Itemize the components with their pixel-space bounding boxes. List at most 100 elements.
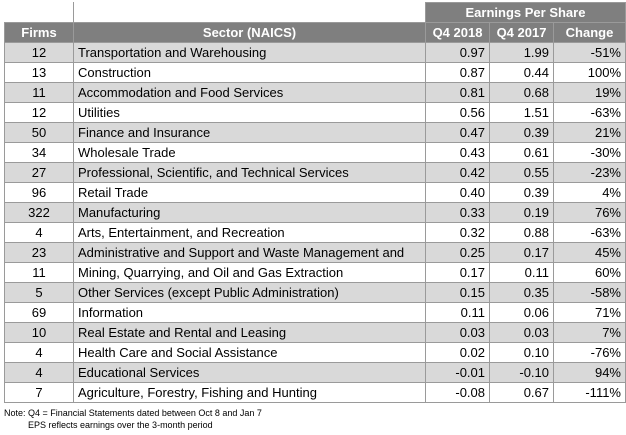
cell-change: -51% [553, 42, 626, 63]
cell-firms: 27 [4, 162, 74, 183]
cell-q4-2017: 1.99 [489, 42, 554, 63]
cell-change: 60% [553, 262, 626, 283]
cell-sector: Information [73, 302, 426, 323]
cell-sector: Transportation and Warehousing [73, 42, 426, 63]
table-row: 4 Health Care and Social Assistance 0.02 0.… [4, 342, 626, 363]
cell-firms: 4 [4, 222, 74, 243]
eps-table: Earnings Per Share Firms Sector (NAICS) … [4, 2, 626, 403]
table-row: 11 Mining, Quarrying, and Oil and Gas Ext… [4, 262, 626, 283]
cell-q4-2017: 0.06 [489, 302, 554, 323]
cell-firms: 10 [4, 322, 74, 343]
cell-firms: 7 [4, 382, 74, 403]
cell-sector: Manufacturing [73, 202, 426, 223]
cell-change: -63% [553, 222, 626, 243]
cell-firms: 96 [4, 182, 74, 203]
cell-q4-2017: 0.67 [489, 382, 554, 403]
cell-q4-2018: 0.43 [425, 142, 490, 163]
cell-firms: 13 [4, 62, 74, 83]
cell-q4-2017: 0.10 [489, 342, 554, 363]
eps-group-header: Earnings Per Share [425, 2, 626, 23]
cell-sector: Mining, Quarrying, and Oil and Gas Extra… [73, 262, 426, 283]
cell-q4-2018: 0.40 [425, 182, 490, 203]
cell-q4-2017: 0.39 [489, 122, 554, 143]
table-row: 69 Information 0.11 0.06 71% [4, 302, 626, 323]
cell-change: 19% [553, 82, 626, 103]
table-row: 7 Agriculture, Forestry, Fishing and Hunt… [4, 382, 626, 403]
cell-firms: 11 [4, 262, 74, 283]
cell-firms: 4 [4, 342, 74, 363]
cell-q4-2018: 0.33 [425, 202, 490, 223]
cell-sector: Educational Services [73, 362, 426, 383]
table-row: 11 Accommodation and Food Services 0.81 0.6… [4, 82, 626, 103]
cell-sector: Administrative and Support and Waste Man… [73, 242, 426, 263]
cell-q4-2018: 0.32 [425, 222, 490, 243]
table-notes: Note: Q4 = Financial Statements dated be… [4, 407, 262, 431]
cell-q4-2017: 1.51 [489, 102, 554, 123]
header-blank-cell [73, 2, 426, 23]
cell-firms: 11 [4, 82, 74, 103]
header-group-row: Earnings Per Share [4, 2, 626, 23]
cell-q4-2018: 0.25 [425, 242, 490, 263]
col-header-firms: Firms [4, 22, 74, 43]
cell-q4-2018: -0.08 [425, 382, 490, 403]
cell-sector: Wholesale Trade [73, 142, 426, 163]
cell-q4-2017: 0.55 [489, 162, 554, 183]
cell-change: 76% [553, 202, 626, 223]
cell-q4-2018: -0.01 [425, 362, 490, 383]
cell-sector: Health Care and Social Assistance [73, 342, 426, 363]
table-row: 12 Transportation and Warehousing 0.97 1.99… [4, 42, 626, 63]
cell-change: 4% [553, 182, 626, 203]
col-header-q4-2018: Q4 2018 [425, 22, 490, 43]
cell-change: 71% [553, 302, 626, 323]
cell-q4-2018: 0.97 [425, 42, 490, 63]
table-row: 34 Wholesale Trade 0.43 0.61 -30% [4, 142, 626, 163]
cell-sector: Retail Trade [73, 182, 426, 203]
table-row: 322 Manufacturing 0.33 0.19 76% [4, 202, 626, 223]
cell-sector: Agriculture, Forestry, Fishing and Hunti… [73, 382, 426, 403]
cell-firms: 34 [4, 142, 74, 163]
cell-firms: 12 [4, 102, 74, 123]
cell-sector: Utilities [73, 102, 426, 123]
table-row: 10 Real Estate and Rental and Leasing 0.03… [4, 322, 626, 343]
cell-change: 100% [553, 62, 626, 83]
cell-q4-2017: -0.10 [489, 362, 554, 383]
cell-q4-2017: 0.19 [489, 202, 554, 223]
cell-change: 21% [553, 122, 626, 143]
cell-q4-2018: 0.56 [425, 102, 490, 123]
cell-sector: Real Estate and Rental and Leasing [73, 322, 426, 343]
cell-sector: Professional, Scientific, and Technical … [73, 162, 426, 183]
cell-q4-2017: 0.61 [489, 142, 554, 163]
table-body: 12 Transportation and Warehousing 0.97 1.99… [4, 42, 626, 403]
cell-firms: 69 [4, 302, 74, 323]
note-line-1: Note: Q4 = Financial Statements dated be… [4, 408, 262, 418]
cell-q4-2018: 0.11 [425, 302, 490, 323]
cell-firms: 4 [4, 362, 74, 383]
table-row: 12 Utilities 0.56 1.51 -63% [4, 102, 626, 123]
cell-firms: 12 [4, 42, 74, 63]
cell-q4-2017: 0.44 [489, 62, 554, 83]
cell-q4-2017: 0.35 [489, 282, 554, 303]
cell-change: 45% [553, 242, 626, 263]
cell-sector: Finance and Insurance [73, 122, 426, 143]
cell-sector: Accommodation and Food Services [73, 82, 426, 103]
cell-change: -58% [553, 282, 626, 303]
table-row: 4 Arts, Entertainment, and Recreation 0.32… [4, 222, 626, 243]
table-row: 5 Other Services (except Public Administr… [4, 282, 626, 303]
cell-q4-2018: 0.17 [425, 262, 490, 283]
cell-q4-2017: 0.11 [489, 262, 554, 283]
cell-q4-2017: 0.68 [489, 82, 554, 103]
col-header-sector: Sector (NAICS) [73, 22, 426, 43]
column-header-row: Firms Sector (NAICS) Q4 2018 Q4 2017 Cha… [4, 22, 626, 43]
cell-firms: 50 [4, 122, 74, 143]
table-row: 27 Professional, Scientific, and Technica… [4, 162, 626, 183]
cell-q4-2018: 0.15 [425, 282, 490, 303]
col-header-change: Change [553, 22, 626, 43]
header-blank-cell [4, 2, 74, 23]
table-row: 13 Construction 0.87 0.44 100% [4, 62, 626, 83]
cell-change: -63% [553, 102, 626, 123]
table-row: 23 Administrative and Support and Waste M… [4, 242, 626, 263]
cell-q4-2018: 0.81 [425, 82, 490, 103]
cell-q4-2018: 0.02 [425, 342, 490, 363]
table-row: 50 Finance and Insurance 0.47 0.39 21% [4, 122, 626, 143]
cell-change: 94% [553, 362, 626, 383]
